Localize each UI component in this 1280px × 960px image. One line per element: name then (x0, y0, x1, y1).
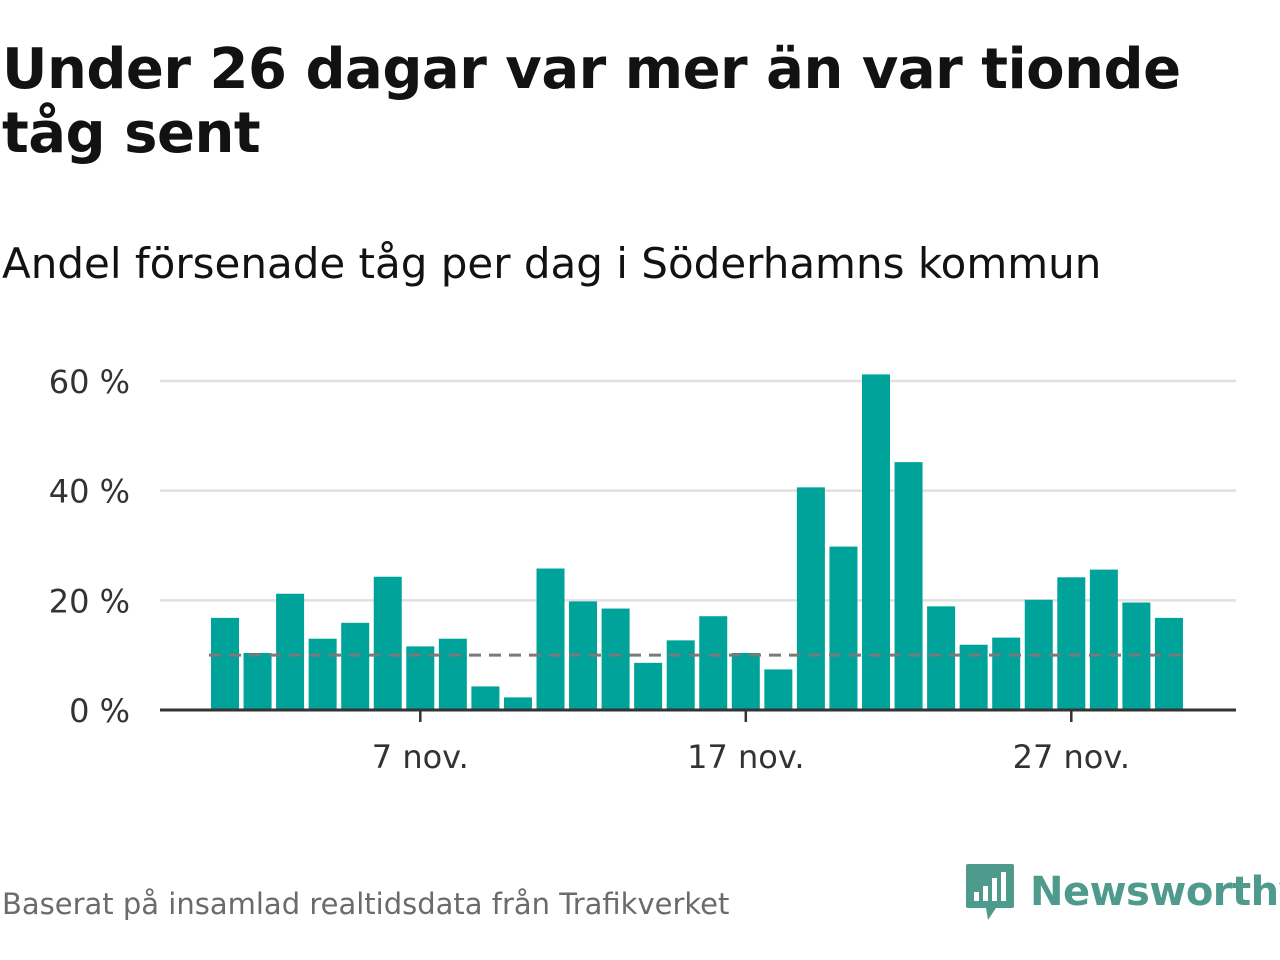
bar (536, 568, 565, 710)
x-tick-label: 27 nov. (1013, 738, 1130, 776)
bar (731, 652, 760, 710)
bar (699, 616, 728, 710)
y-tick-label: 0 % (69, 692, 130, 730)
bar (503, 697, 532, 710)
bar (992, 637, 1021, 710)
bar (243, 652, 272, 710)
y-tick-label: 60 % (49, 363, 130, 401)
newsworthy-logo-icon (966, 864, 1014, 920)
bar (1089, 569, 1118, 710)
bar (211, 617, 239, 710)
bar (862, 374, 890, 710)
bar (373, 576, 402, 710)
brand-name: Newsworthy (1030, 869, 1280, 915)
bar (601, 608, 630, 710)
x-tick-label: 17 nov. (687, 738, 804, 776)
brand-logo: Newsworthy (964, 862, 1280, 922)
bar (764, 669, 793, 710)
bar (276, 593, 305, 710)
y-axis-tick-labels: 0 % 20 % 40 % 60 % (49, 363, 130, 730)
bar (666, 640, 695, 710)
x-axis (160, 708, 1236, 722)
bar (406, 646, 435, 710)
y-tick-label: 40 % (49, 473, 130, 511)
bar (1154, 617, 1183, 710)
bar (341, 622, 370, 710)
bar (1057, 577, 1086, 710)
chart-title: Under 26 dagar var mer än var tionde tåg… (2, 37, 1181, 166)
bar (471, 686, 500, 710)
bar (634, 662, 663, 710)
source-note: Baserat på insamlad realtidsdata från Tr… (2, 887, 730, 921)
bar (894, 462, 923, 710)
chart-subtitle: Andel försenade tåg per dag i Söderhamns… (2, 239, 1102, 288)
bar (829, 546, 858, 710)
x-axis-tick-labels: 7 nov. 17 nov. 27 nov. (372, 738, 1130, 776)
bars (211, 374, 1183, 710)
bar (927, 606, 956, 710)
x-tick-label: 7 nov. (372, 738, 469, 776)
bar (438, 638, 467, 710)
gridlines (160, 379, 1236, 602)
bar (308, 638, 337, 710)
bar-chart: 0 % 20 % 40 % 60 % 7 nov. 17 nov. 27 nov. (49, 363, 1236, 776)
y-tick-label: 20 % (49, 582, 130, 620)
bar (796, 487, 825, 710)
